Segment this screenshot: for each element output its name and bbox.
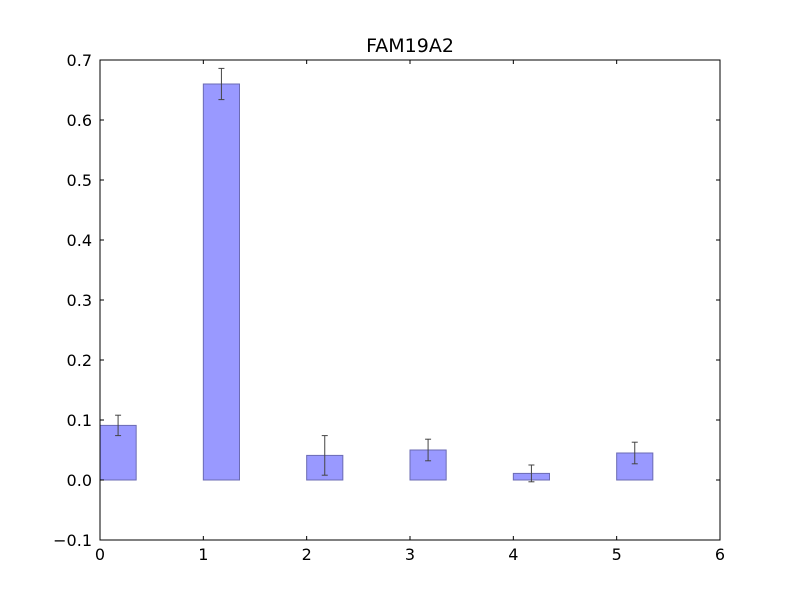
chart-title: FAM19A2	[366, 35, 454, 57]
y-tick-label-1: 0.0	[67, 471, 92, 490]
y-tick-label-3: 0.2	[67, 351, 92, 370]
error-bars-layer	[115, 67, 638, 483]
error-bar-2	[321, 435, 328, 476]
error-bar-4	[528, 464, 535, 483]
x-tick-label-4: 4	[508, 545, 518, 564]
x-tick-label-2: 2	[302, 545, 312, 564]
y-tick-label-8: 0.7	[67, 51, 92, 70]
x-tick-label-5: 5	[612, 545, 622, 564]
y-tick-labels: −0.1 0.0 0.1 0.2 0.3 0.4 0.5 0.6 0.7	[53, 51, 92, 550]
error-bar-3	[425, 438, 432, 462]
ticks-layer	[99, 59, 721, 541]
y-tick-label-6: 0.5	[67, 171, 92, 190]
x-tick-label-6: 6	[715, 545, 725, 564]
y-tick-label-5: 0.4	[67, 231, 92, 250]
bars-layer	[99, 83, 654, 481]
error-bar-5	[631, 441, 638, 465]
bar-1	[202, 83, 240, 481]
error-bar-0	[115, 414, 122, 437]
x-tick-label-0: 0	[95, 545, 105, 564]
y-tick-label-2: 0.1	[67, 411, 92, 430]
x-tick-label-1: 1	[198, 545, 208, 564]
error-bar-1	[218, 67, 225, 101]
x-tick-labels: 0 1 2 3 4 5 6	[95, 545, 725, 564]
y-tick-label-0: −0.1	[53, 531, 92, 550]
y-tick-label-7: 0.6	[67, 111, 92, 130]
x-tick-label-3: 3	[405, 545, 415, 564]
y-tick-label-4: 0.3	[67, 291, 92, 310]
